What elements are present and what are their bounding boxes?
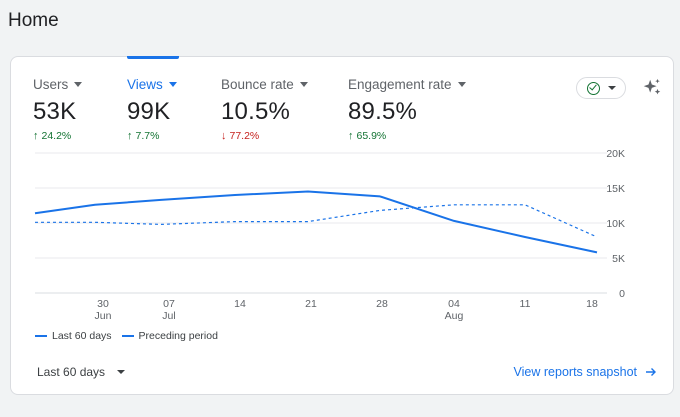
- x-tick-label: 11: [520, 298, 531, 310]
- legend-item-previous: Preceding period: [121, 330, 218, 342]
- metric-value: 53K: [33, 98, 77, 125]
- y-tick-label: 0: [619, 288, 625, 300]
- overview-card: Users 53K ↑ 24.2% Views 99K ↑ 7.7% Bounc…: [10, 56, 674, 395]
- metric-value: 99K: [127, 98, 171, 125]
- metric-value: 10.5%: [221, 98, 291, 125]
- date-range-dropdown[interactable]: Last 60 days: [37, 365, 126, 379]
- legend-label: Preceding period: [138, 330, 218, 342]
- caret-down-icon: [299, 82, 308, 87]
- chart-legend: Last 60 days Preceding period: [35, 330, 218, 342]
- legend-swatch-dashed: [121, 335, 134, 337]
- x-tick-month-label: Jul: [162, 310, 175, 322]
- check-circle-icon: [586, 81, 600, 95]
- x-tick-label: 07: [163, 298, 175, 310]
- arrow-up-icon: ↑: [127, 130, 133, 142]
- x-tick-label: 28: [376, 298, 388, 310]
- legend-label: Last 60 days: [52, 330, 112, 342]
- x-tick-label: 30: [97, 298, 109, 310]
- view-reports-snapshot-link[interactable]: View reports snapshot: [514, 365, 657, 379]
- y-tick-label: 5K: [612, 253, 625, 265]
- metric-selector-bounce-rate[interactable]: Bounce rate: [221, 77, 308, 92]
- caret-down-icon: [457, 82, 466, 87]
- date-range-label: Last 60 days: [37, 365, 106, 379]
- delta-value: 65.9%: [356, 130, 387, 142]
- y-tick-label: 20K: [606, 148, 625, 160]
- sparkle-icon[interactable]: [641, 77, 663, 99]
- caret-down-icon: [607, 86, 616, 90]
- arrow-up-icon: ↑: [33, 130, 39, 142]
- delta-value: 77.2%: [229, 130, 260, 142]
- caret-down-icon: [168, 82, 177, 87]
- metric-views[interactable]: Views 99K ↑ 7.7%: [127, 57, 177, 142]
- series-line-last-60-days: [34, 190, 598, 254]
- metric-delta: ↑ 7.7%: [127, 130, 177, 142]
- page-title: Home: [8, 10, 59, 31]
- y-tick-label: 15K: [606, 183, 625, 195]
- legend-item-current: Last 60 days: [35, 330, 112, 342]
- metric-users[interactable]: Users 53K ↑ 24.2%: [33, 57, 83, 142]
- delta-value: 7.7%: [135, 130, 160, 142]
- arrow-right-icon: [646, 368, 656, 376]
- arrow-down-icon: ↓: [221, 130, 227, 142]
- x-tick-label: 04: [448, 298, 460, 310]
- x-tick-label: 21: [305, 298, 317, 310]
- metric-selector-users[interactable]: Users: [33, 77, 83, 92]
- caret-down-icon: [74, 82, 83, 87]
- legend-swatch-solid: [35, 335, 47, 337]
- caret-down-icon: [117, 370, 126, 374]
- metric-label: Users: [33, 77, 69, 92]
- x-tick-label: 18: [586, 298, 598, 310]
- metric-selector-engagement-rate[interactable]: Engagement rate: [348, 77, 466, 92]
- snapshot-link-label: View reports snapshot: [513, 365, 637, 379]
- metric-delta: ↓ 77.2%: [221, 130, 308, 142]
- metric-delta: ↑ 24.2%: [33, 130, 82, 142]
- x-tick-label: 14: [234, 298, 246, 310]
- metric-label: Bounce rate: [221, 77, 294, 92]
- y-tick-label: 10K: [606, 218, 625, 230]
- series-line-preceding-period: [35, 204, 598, 238]
- metric-selector-views[interactable]: Views: [127, 77, 177, 92]
- metric-value: 89.5%: [348, 98, 418, 125]
- active-metric-indicator: [127, 56, 179, 59]
- metric-label: Views: [127, 77, 163, 92]
- x-tick-month-label: Jun: [95, 310, 112, 322]
- metric-label: Engagement rate: [348, 77, 452, 92]
- delta-value: 24.2%: [41, 130, 72, 142]
- x-tick-month-label: Aug: [445, 310, 464, 322]
- data-quality-dropdown[interactable]: [576, 77, 626, 99]
- metric-delta: ↑ 65.9%: [348, 130, 466, 142]
- metric-engagement-rate[interactable]: Engagement rate 89.5% ↑ 65.9%: [348, 57, 466, 142]
- metric-bounce-rate[interactable]: Bounce rate 10.5% ↓ 77.2%: [221, 57, 308, 142]
- arrow-up-icon: ↑: [348, 130, 354, 142]
